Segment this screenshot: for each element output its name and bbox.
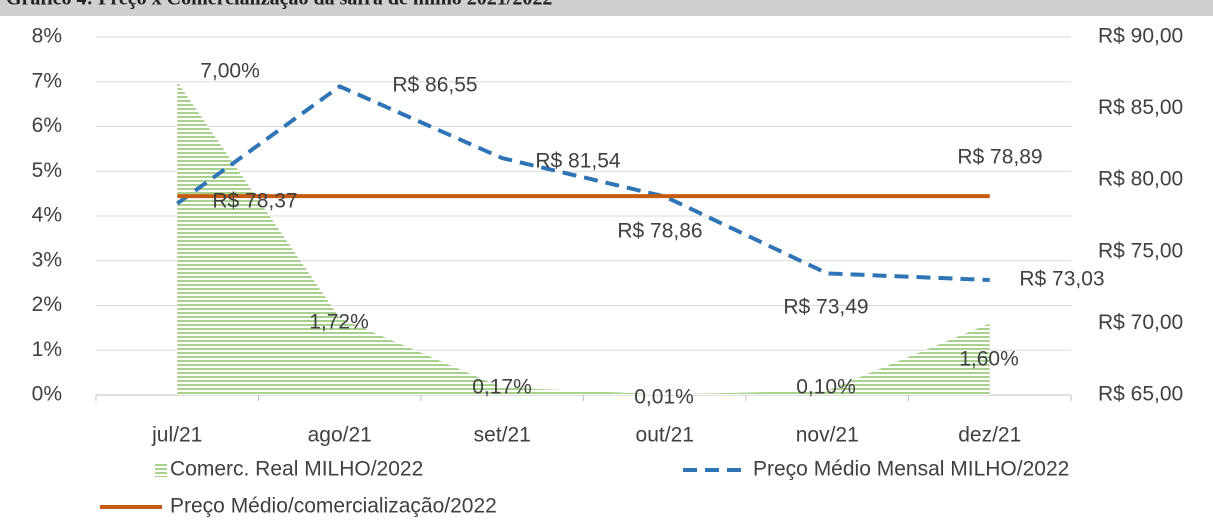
data-label: R$ 78,37: [212, 190, 297, 213]
x-tick-label: dez/21: [958, 424, 1021, 447]
y2-tick-label: R$ 75,00: [1098, 239, 1183, 262]
y-tick-label: 8%: [32, 25, 62, 48]
y2-tick-label: R$ 80,00: [1098, 168, 1183, 191]
data-label: 1,72%: [309, 311, 369, 334]
legend-label: Preço Médio Mensal MILHO/2022: [753, 458, 1069, 481]
legend-swatch: [155, 463, 167, 477]
data-label: 1,60%: [959, 348, 1019, 371]
legend-label: Preço Médio/comercialização/2022: [170, 495, 497, 518]
y2-tick-label: R$ 70,00: [1098, 311, 1183, 334]
data-label: R$ 81,54: [535, 150, 621, 173]
legend-label: Comerc. Real MILHO/2022: [170, 458, 423, 481]
x-tick-label: out/21: [636, 424, 694, 447]
data-label: R$ 73,03: [1019, 268, 1104, 291]
y-tick-label: 7%: [32, 69, 62, 92]
y2-tick-label: R$ 65,00: [1098, 383, 1183, 406]
line: [176, 84, 990, 283]
area: [177, 81, 990, 395]
data-label: 7,00%: [200, 60, 260, 83]
data-label: 0,01%: [634, 386, 694, 409]
data-label: 0,10%: [796, 376, 856, 399]
y2-tick-label: R$ 85,00: [1098, 96, 1183, 119]
data-label: R$ 78,89: [957, 146, 1042, 169]
y-tick-label: 0%: [32, 383, 62, 406]
data-label: 0,17%: [472, 376, 532, 399]
x-tick-label: nov/21: [796, 424, 859, 447]
y-tick-label: 6%: [32, 114, 62, 137]
y-tick-label: 5%: [32, 159, 62, 182]
y-tick-label: 2%: [32, 293, 62, 316]
x-tick-label: jul/21: [151, 424, 202, 447]
y-tick-label: 4%: [32, 204, 62, 227]
x-tick-label: set/21: [474, 424, 531, 447]
data-label: R$ 86,55: [392, 74, 477, 97]
chart-title: Gráfico 4: Preço x Comercialização da sa…: [6, 0, 552, 10]
y-tick-label: 3%: [32, 248, 62, 271]
data-label: R$ 78,86: [617, 220, 702, 243]
x-tick-label: ago/21: [308, 424, 372, 447]
y-tick-label: 1%: [32, 338, 62, 361]
data-label: R$ 73,49: [783, 296, 868, 319]
y2-tick-label: R$ 90,00: [1098, 25, 1183, 48]
